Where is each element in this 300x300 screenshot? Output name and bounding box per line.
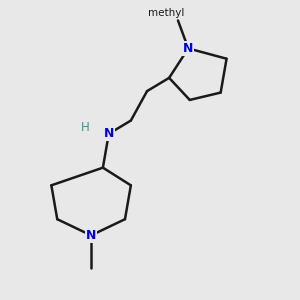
Text: H: H — [81, 122, 90, 134]
Text: N: N — [86, 229, 96, 242]
Text: N: N — [103, 127, 114, 140]
Text: N: N — [183, 42, 194, 55]
Text: methyl: methyl — [148, 8, 184, 17]
